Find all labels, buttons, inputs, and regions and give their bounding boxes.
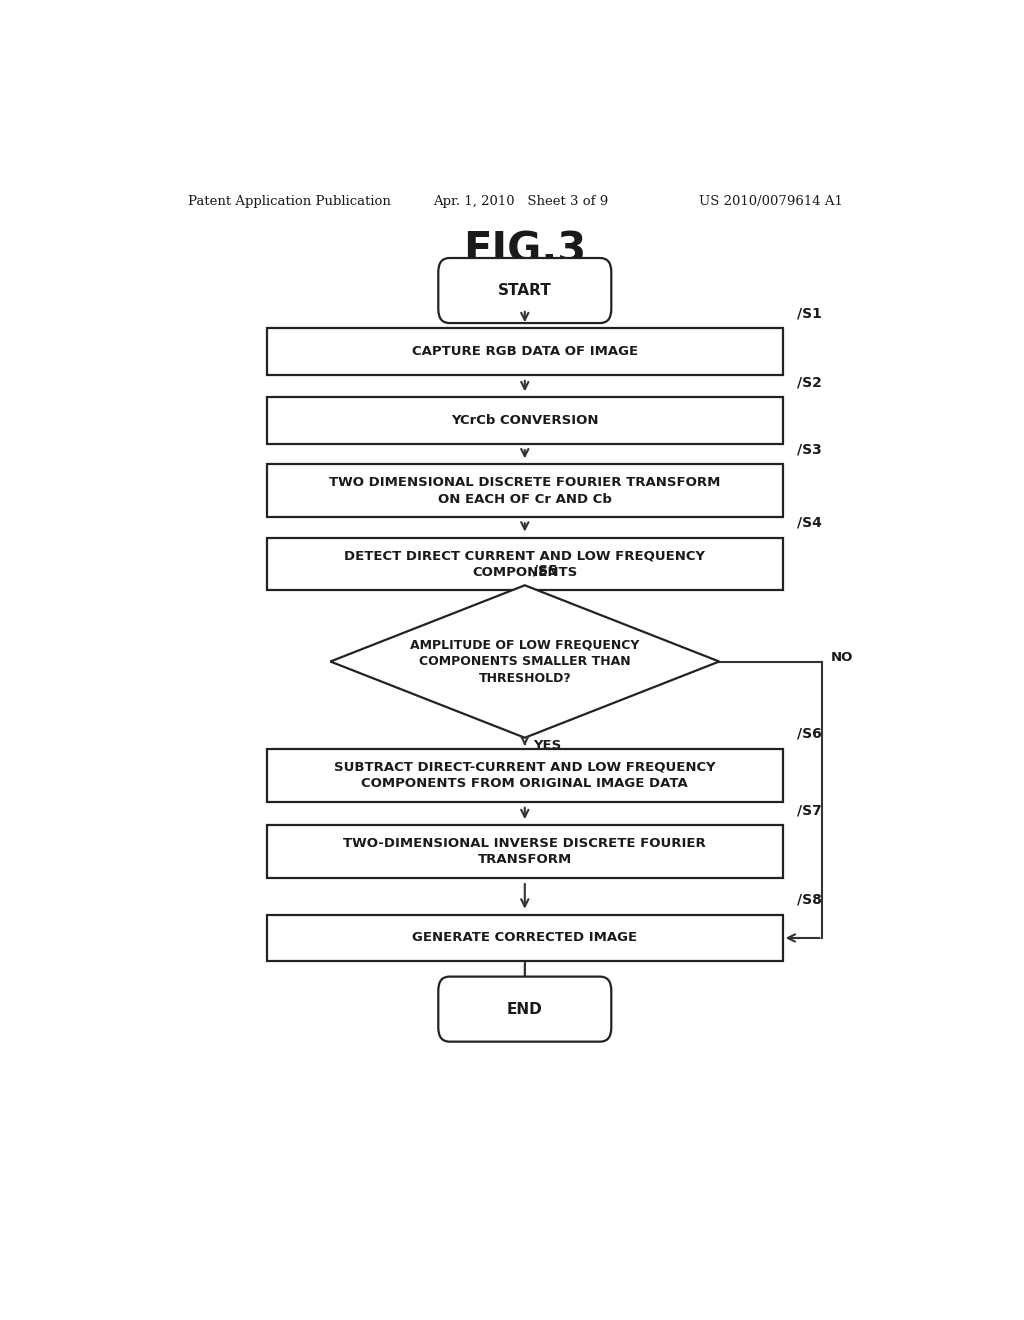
Text: SUBTRACT DIRECT-CURRENT AND LOW FREQUENCY
COMPONENTS FROM ORIGINAL IMAGE DATA: SUBTRACT DIRECT-CURRENT AND LOW FREQUENC… [334, 760, 716, 791]
Text: /S2: /S2 [797, 375, 822, 389]
Text: YCrCb CONVERSION: YCrCb CONVERSION [451, 414, 599, 428]
Bar [267, 329, 782, 375]
FancyBboxPatch shape [438, 977, 611, 1041]
Text: CAPTURE RGB DATA OF IMAGE: CAPTURE RGB DATA OF IMAGE [412, 345, 638, 358]
Text: AMPLITUDE OF LOW FREQUENCY
COMPONENTS SMALLER THAN
THRESHOLD?: AMPLITUDE OF LOW FREQUENCY COMPONENTS SM… [411, 639, 639, 685]
Text: /S7: /S7 [797, 803, 821, 817]
Text: /S8: /S8 [797, 892, 822, 907]
Bar [267, 397, 782, 444]
Text: /S6: /S6 [797, 727, 821, 741]
Text: Patent Application Publication: Patent Application Publication [187, 195, 390, 209]
Text: START: START [498, 282, 552, 298]
Bar [267, 825, 782, 878]
Text: US 2010/0079614 A1: US 2010/0079614 A1 [699, 195, 844, 209]
Bar [267, 537, 782, 590]
Text: /S4: /S4 [797, 515, 822, 529]
Text: FIG.3: FIG.3 [463, 230, 587, 272]
Text: YES: YES [532, 739, 561, 752]
Bar [267, 465, 782, 517]
Text: DETECT DIRECT CURRENT AND LOW FREQUENCY
COMPONENTS: DETECT DIRECT CURRENT AND LOW FREQUENCY … [344, 549, 706, 578]
Text: /S3: /S3 [797, 442, 821, 457]
Text: /S1: /S1 [797, 306, 822, 319]
Text: TWO-DIMENSIONAL INVERSE DISCRETE FOURIER
TRANSFORM: TWO-DIMENSIONAL INVERSE DISCRETE FOURIER… [343, 837, 707, 866]
Text: TWO DIMENSIONAL DISCRETE FOURIER TRANSFORM
ON EACH OF Cr AND Cb: TWO DIMENSIONAL DISCRETE FOURIER TRANSFO… [329, 477, 721, 506]
Bar [267, 748, 782, 801]
Text: /S5: /S5 [532, 564, 558, 577]
Text: NO: NO [830, 651, 853, 664]
Text: END: END [507, 1002, 543, 1016]
FancyBboxPatch shape [438, 257, 611, 323]
Polygon shape [331, 585, 719, 738]
Text: Apr. 1, 2010   Sheet 3 of 9: Apr. 1, 2010 Sheet 3 of 9 [433, 195, 609, 209]
Text: GENERATE CORRECTED IMAGE: GENERATE CORRECTED IMAGE [413, 932, 637, 945]
Bar [267, 915, 782, 961]
